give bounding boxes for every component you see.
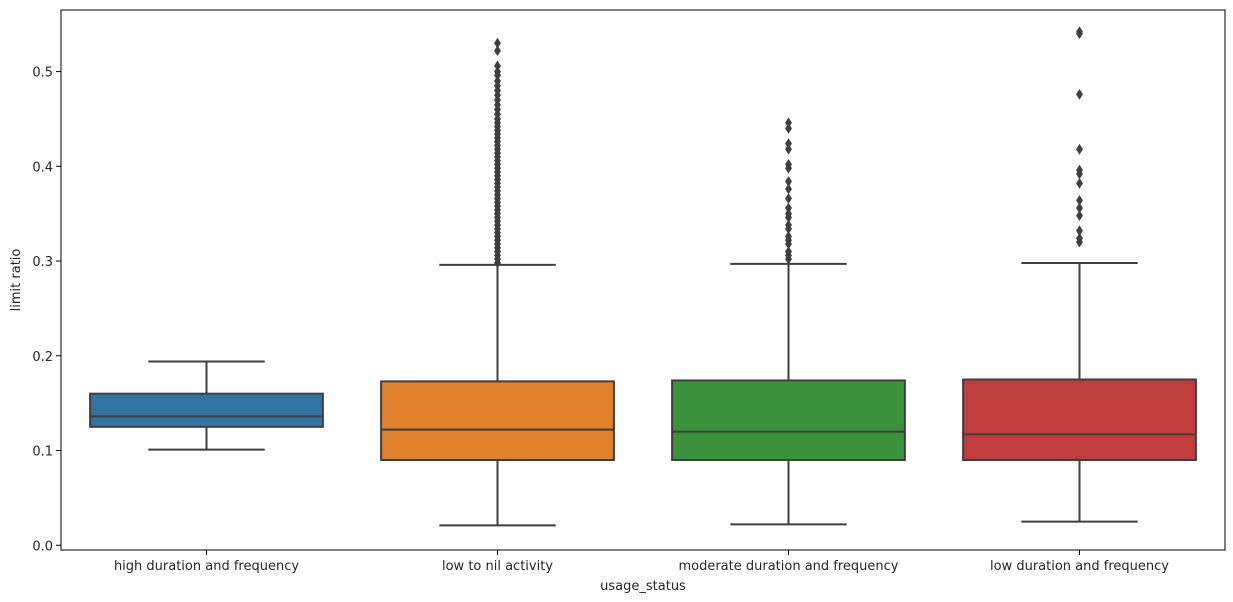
boxes-layer: [89, 26, 1197, 527]
outlier-point: [494, 60, 501, 72]
iqr-box: [380, 380, 615, 461]
x-tick-label: low duration and frequency: [990, 559, 1169, 574]
outlier-point: [785, 230, 792, 242]
outlier-point: [1076, 194, 1083, 206]
x-tick-label: low to nil activity: [442, 559, 553, 574]
y-tick-label: 0.5: [32, 66, 53, 81]
y-tick-label: 0.4: [32, 160, 53, 175]
outlier-point: [1076, 26, 1083, 38]
outlier-point: [785, 143, 792, 155]
x-tick-label: moderate duration and frequency: [678, 559, 898, 574]
outlier-point: [785, 219, 792, 231]
outlier-point: [785, 138, 792, 150]
iqr-box: [89, 392, 324, 428]
outlier-point: [1076, 210, 1083, 222]
box-group: [671, 117, 906, 526]
outlier-point: [494, 75, 501, 87]
y-tick-label: 0.1: [32, 445, 53, 460]
y-axis-label: limit ratio: [9, 249, 24, 312]
outlier-point: [1076, 232, 1083, 244]
outlier-point: [1076, 143, 1083, 155]
iqr-box: [671, 379, 906, 461]
outlier-point: [1076, 225, 1083, 237]
plot-frame: [60, 9, 1226, 551]
x-axis: high duration and frequency low to nil ac…: [114, 550, 1169, 574]
outlier-point: [1076, 164, 1083, 176]
y-tick-label: 0.2: [32, 350, 53, 365]
outlier-point: [1076, 202, 1083, 214]
y-tick-label: 0.3: [32, 255, 53, 270]
outlier-point: [785, 193, 792, 204]
x-axis-label: usage_status: [600, 579, 686, 594]
box-group: [962, 26, 1197, 523]
outlier-point: [785, 183, 792, 195]
outlier-point: [785, 246, 792, 258]
outlier-point: [785, 117, 792, 129]
outlier-point: [785, 122, 792, 134]
x-tick-label: high duration and frequency: [114, 559, 299, 574]
outlier-point: [494, 45, 501, 57]
box-group: [89, 360, 324, 451]
box-group: [380, 37, 615, 527]
outlier-point: [785, 176, 792, 187]
y-tick-label: 0.0: [32, 539, 53, 554]
outlier-point: [494, 66, 501, 78]
outlier-point: [1076, 88, 1083, 100]
outlier-point: [1076, 177, 1083, 189]
outlier-point: [494, 37, 501, 49]
outlier-point: [785, 158, 792, 170]
iqr-box: [962, 378, 1197, 462]
y-axis: 0.0 0.1 0.2 0.3 0.4 0.5: [32, 66, 61, 554]
outlier-point: [785, 202, 792, 214]
outlier-point: [785, 208, 792, 220]
